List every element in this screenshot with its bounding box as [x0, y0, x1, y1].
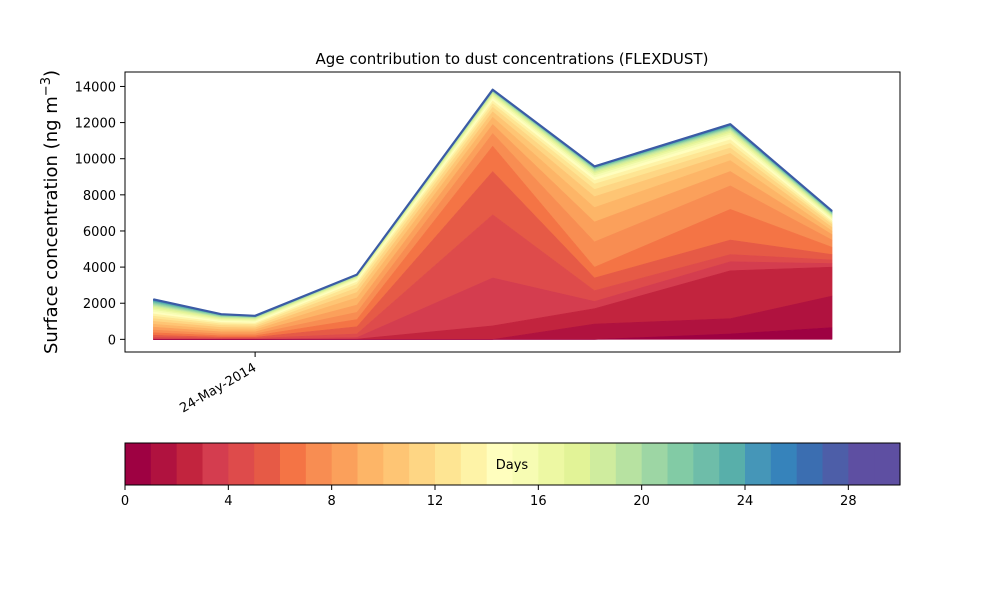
colorbar-cell [228, 443, 255, 485]
colorbar-tick-label: 12 [427, 494, 444, 509]
y-tick-label: 8000 [83, 189, 116, 204]
y-axis-label: Surface concentration (ng m−3) [39, 70, 62, 354]
colorbar-cell [590, 443, 617, 485]
colorbar-cell [305, 443, 333, 485]
colorbar-cell [667, 443, 694, 485]
colorbar-cell [770, 443, 798, 485]
colorbar-cell [538, 443, 565, 485]
colorbar-tick-label: 20 [633, 494, 650, 509]
colorbar-cells [125, 443, 901, 485]
colorbar-frame [124, 442, 901, 486]
colorbar-cell [435, 443, 462, 485]
colorbar-cell [512, 443, 539, 485]
colorbar-cell [796, 443, 824, 485]
y-tick-label: 12000 [75, 117, 116, 132]
y-axis-label-main: Surface concentration (ng m [41, 96, 62, 354]
colorbar-tick-label: 28 [840, 494, 857, 509]
colorbar-cell [176, 443, 204, 485]
colorbar-label: Days [496, 458, 529, 473]
colorbar-cell [383, 443, 410, 485]
colorbar-tick-label: 0 [121, 494, 129, 509]
colorbar-cell [848, 443, 875, 485]
colorbar-cell [150, 443, 178, 485]
colorbar-cell [125, 443, 152, 485]
outline-layer [153, 88, 833, 317]
y-axis-label-superscript: −3 [39, 77, 54, 96]
colorbar-tick-label: 16 [530, 494, 547, 509]
plot-frame [124, 71, 901, 353]
colorbar-cell [254, 443, 281, 485]
area-band-day-1 [153, 327, 833, 340]
colorbar-cell [745, 443, 772, 485]
colorbar-cell [615, 443, 643, 485]
colorbar-cell [693, 443, 720, 485]
y-tick-label: 4000 [83, 261, 116, 276]
colorbar-cell [357, 443, 384, 485]
y-tick-label: 2000 [83, 297, 116, 312]
stacked-area-layer [153, 89, 833, 340]
colorbar-ticks: 0 4 8 12 16 20 24 28 [121, 485, 857, 509]
colorbar-cell [280, 443, 307, 485]
y-tick-label: 0 [108, 333, 116, 348]
y-axis: 0 2000 4000 6000 8000 10000 12000 14000 [75, 80, 125, 348]
colorbar-cell [460, 443, 488, 485]
colorbar-cell [202, 443, 229, 485]
colorbar-cell [409, 443, 436, 485]
colorbar: Days 0 4 8 12 16 20 24 28 [121, 442, 901, 509]
colorbar-tick-label: 8 [328, 494, 336, 509]
y-tick-label: 14000 [75, 80, 116, 95]
y-axis-label-close: ) [41, 70, 62, 77]
y-tick-label: 6000 [83, 225, 116, 240]
colorbar-cell [331, 443, 359, 485]
y-tick-label: 10000 [75, 153, 116, 168]
colorbar-tick-label: 4 [224, 494, 232, 509]
colorbar-cell [641, 443, 669, 485]
chart-title: Age contribution to dust concentrations … [316, 50, 709, 68]
colorbar-cell [874, 443, 901, 485]
colorbar-cell [564, 443, 591, 485]
colorbar-cell [822, 443, 849, 485]
colorbar-cell [486, 443, 514, 485]
colorbar-cell [719, 443, 746, 485]
total-outline [153, 88, 833, 317]
colorbar-tick-label: 24 [737, 494, 754, 509]
